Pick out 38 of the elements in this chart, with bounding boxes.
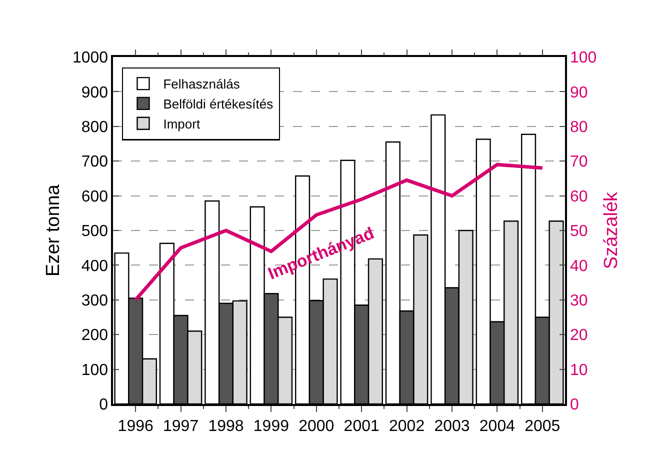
y-tick-label: 800 — [81, 119, 108, 136]
y-tick-label: 300 — [81, 292, 108, 310]
y-axis-title: Ezer tonna — [42, 184, 64, 276]
x-tick-label: 2004 — [479, 418, 516, 435]
x-tick-label: 2002 — [389, 418, 425, 435]
x-tick-label: 1997 — [163, 418, 199, 435]
y-tick-label: 900 — [81, 84, 108, 102]
legend-label: Import — [163, 116, 200, 132]
x-tick-label: 2005 — [524, 418, 560, 435]
y-tick-label: 200 — [81, 327, 108, 344]
x-tick-label: 2001 — [344, 418, 380, 435]
x-tick-label: 1999 — [253, 418, 290, 435]
y-tick-label: 100 — [81, 362, 108, 379]
y-tick-label: 0 — [99, 396, 108, 414]
y-tick-label: 600 — [81, 188, 108, 206]
y2-tick-label: 20 — [570, 327, 588, 344]
y2-tick-label: 70 — [570, 154, 588, 171]
x-tick-label: 1996 — [118, 418, 154, 435]
y2-tick-label: 50 — [570, 223, 588, 240]
legend-label: Felhasználás — [163, 76, 240, 92]
line-series — [134, 162, 544, 302]
x-tick-label: 1998 — [208, 418, 244, 435]
y2-tick-label: 80 — [570, 119, 588, 136]
y2-axis-title: Százalék — [601, 191, 622, 270]
y2-tick-label: 100 — [570, 50, 597, 67]
y-tick-label: 400 — [81, 258, 108, 275]
y2-tick-label: 90 — [570, 84, 588, 102]
y2-tick-label: 60 — [570, 188, 588, 206]
y2-tick-label: 30 — [570, 292, 588, 310]
x-tick-label: 2000 — [298, 418, 334, 435]
legend-label: Belföldi értékesítés — [163, 96, 274, 112]
y2-tick-label: 10 — [570, 362, 588, 379]
y-tick-label: 700 — [81, 154, 108, 171]
y-tick-label: 500 — [81, 223, 108, 240]
y2-tick-label: 40 — [570, 258, 588, 275]
y2-tick-label: 0 — [570, 396, 579, 414]
y-tick-label: 1000 — [72, 50, 108, 67]
x-tick-label: 2003 — [434, 418, 470, 435]
